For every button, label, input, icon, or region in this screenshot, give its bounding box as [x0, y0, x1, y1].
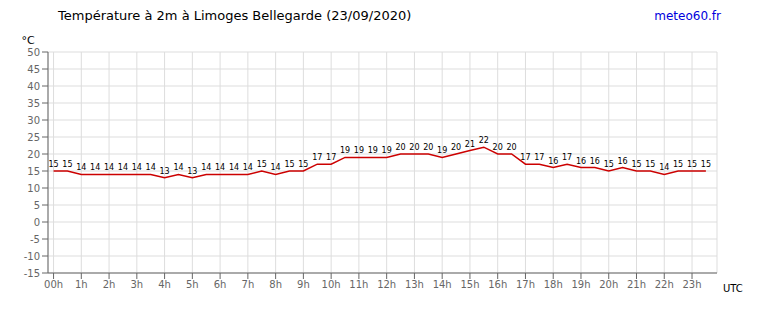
svg-text:40: 40: [27, 81, 40, 92]
svg-text:°C: °C: [21, 34, 35, 47]
svg-text:1h: 1h: [75, 279, 88, 290]
svg-text:16: 16: [618, 157, 628, 166]
svg-text:7h: 7h: [242, 279, 255, 290]
svg-text:14: 14: [271, 163, 281, 172]
svg-text:5h: 5h: [186, 279, 199, 290]
svg-text:21: 21: [465, 140, 475, 149]
svg-text:9h: 9h: [297, 279, 310, 290]
svg-text:14: 14: [173, 163, 183, 172]
html-text:meteo60.fr: meteo60.fr: [654, 9, 721, 23]
svg-text:20h: 20h: [599, 279, 618, 290]
svg-text:17: 17: [534, 153, 544, 162]
svg-text:15: 15: [48, 160, 58, 169]
svg-text:20: 20: [409, 143, 419, 152]
svg-text:23h: 23h: [682, 279, 701, 290]
svg-text:15: 15: [27, 166, 40, 177]
svg-text:45: 45: [27, 64, 40, 75]
svg-text:15: 15: [62, 160, 72, 169]
svg-text:13: 13: [159, 167, 169, 176]
svg-text:22: 22: [479, 136, 489, 145]
svg-text:15: 15: [298, 160, 308, 169]
svg-text:17: 17: [520, 153, 530, 162]
html-text:Température à 2m à Limoges Bel: Température à 2m à Limoges Bellegarde (2…: [58, 8, 412, 23]
svg-text:17h: 17h: [516, 279, 535, 290]
svg-text:25: 25: [27, 132, 40, 143]
svg-text:21h: 21h: [627, 279, 646, 290]
svg-text:15: 15: [687, 160, 697, 169]
svg-text:17: 17: [326, 153, 336, 162]
svg-text:15: 15: [604, 160, 614, 169]
svg-text:14: 14: [132, 163, 142, 172]
svg-text:19: 19: [437, 146, 447, 155]
svg-text:3h: 3h: [130, 279, 143, 290]
svg-text:50: 50: [27, 47, 40, 58]
svg-text:14: 14: [90, 163, 100, 172]
svg-text:-5: -5: [30, 234, 40, 245]
svg-text:12h: 12h: [377, 279, 396, 290]
svg-text:18h: 18h: [544, 279, 563, 290]
svg-text:14: 14: [104, 163, 114, 172]
svg-text:00h: 00h: [44, 279, 63, 290]
svg-text:10: 10: [27, 183, 40, 194]
svg-text:14: 14: [215, 163, 225, 172]
svg-text:15: 15: [631, 160, 641, 169]
svg-text:UTC: UTC: [723, 283, 743, 294]
svg-text:0: 0: [34, 217, 40, 228]
svg-text:10h: 10h: [322, 279, 341, 290]
svg-text:16h: 16h: [488, 279, 507, 290]
svg-text:30: 30: [27, 115, 40, 126]
svg-text:14h: 14h: [433, 279, 452, 290]
svg-text:20: 20: [27, 149, 40, 160]
svg-text:19: 19: [340, 146, 350, 155]
svg-text:-15: -15: [24, 268, 40, 279]
svg-text:-10: -10: [24, 251, 40, 262]
svg-text:15: 15: [701, 160, 711, 169]
svg-text:16: 16: [590, 157, 600, 166]
svg-text:14: 14: [201, 163, 211, 172]
svg-text:22h: 22h: [655, 279, 674, 290]
svg-text:15: 15: [257, 160, 267, 169]
svg-text:14: 14: [659, 163, 669, 172]
svg-text:20: 20: [395, 143, 405, 152]
svg-text:14: 14: [146, 163, 156, 172]
svg-text:8h: 8h: [269, 279, 282, 290]
svg-text:14: 14: [118, 163, 128, 172]
svg-text:35: 35: [27, 98, 40, 109]
svg-text:11h: 11h: [349, 279, 368, 290]
svg-text:20: 20: [506, 143, 516, 152]
svg-text:19: 19: [354, 146, 364, 155]
svg-text:13h: 13h: [405, 279, 424, 290]
svg-text:5: 5: [34, 200, 40, 211]
svg-text:15h: 15h: [460, 279, 479, 290]
svg-text:14: 14: [243, 163, 253, 172]
svg-text:17: 17: [312, 153, 322, 162]
svg-text:16: 16: [548, 157, 558, 166]
svg-text:6h: 6h: [214, 279, 227, 290]
svg-text:19: 19: [368, 146, 378, 155]
svg-text:15: 15: [673, 160, 683, 169]
svg-text:15: 15: [284, 160, 294, 169]
svg-text:15: 15: [645, 160, 655, 169]
svg-text:20: 20: [493, 143, 503, 152]
svg-text:16: 16: [576, 157, 586, 166]
svg-text:13: 13: [187, 167, 197, 176]
svg-text:20: 20: [451, 143, 461, 152]
svg-text:14: 14: [229, 163, 239, 172]
svg-text:17: 17: [562, 153, 572, 162]
svg-text:4h: 4h: [158, 279, 171, 290]
svg-text:19: 19: [382, 146, 392, 155]
svg-text:14: 14: [76, 163, 86, 172]
svg-text:19h: 19h: [571, 279, 590, 290]
svg-text:2h: 2h: [103, 279, 116, 290]
svg-text:20: 20: [423, 143, 433, 152]
